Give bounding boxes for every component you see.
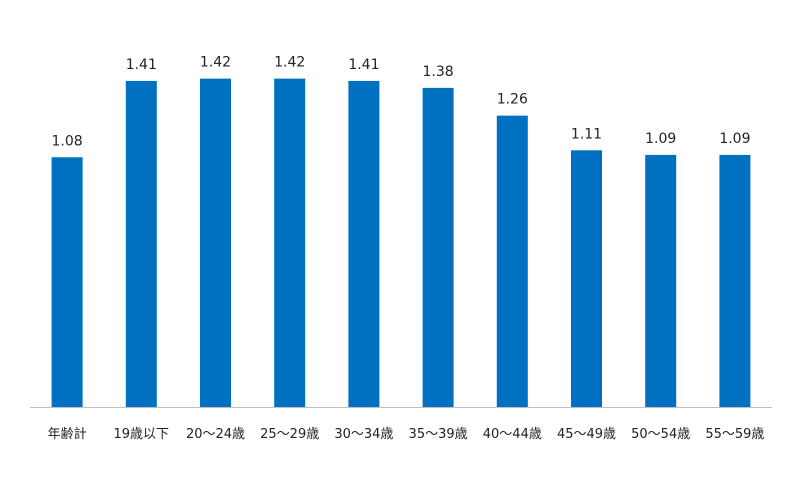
bar-4	[348, 80, 380, 407]
bar-6	[496, 115, 528, 407]
x-tick-label-4: 30～34歳	[334, 427, 393, 442]
x-tick-label-9: 55～59歳	[705, 427, 764, 442]
bar-3	[274, 78, 306, 407]
bar-7	[571, 150, 602, 407]
bars-group	[51, 78, 751, 407]
value-label-7: 1.11	[571, 126, 602, 142]
x-tick-label-2: 20～24歳	[186, 427, 245, 442]
value-label-9: 1.09	[719, 131, 750, 147]
x-tick-labels-group: 年齢計 19歳以下 20～24歳 25～29歳 30～34歳 35～39歳 40～44歳 45…	[48, 426, 765, 442]
x-tick-label-7: 45～49歳	[557, 427, 616, 442]
value-label-5: 1.38	[423, 64, 454, 80]
x-tick-label-1: 19歳以下	[114, 427, 170, 442]
value-label-8: 1.09	[645, 131, 676, 147]
value-labels-group: 1.08 1.41 1.42 1.42 1.41 1.38 1.26 1.11 1.09 1.09	[52, 55, 751, 150]
bar-8	[645, 154, 677, 407]
value-label-2: 1.42	[200, 55, 231, 71]
value-label-4: 1.41	[348, 57, 379, 73]
bar-9	[719, 154, 751, 407]
bar-0	[51, 157, 83, 407]
value-label-6: 1.26	[497, 92, 528, 108]
value-label-0: 1.08	[52, 133, 83, 149]
x-tick-label-0: 年齢計	[48, 426, 87, 442]
x-tick-label-5: 35～39歳	[409, 427, 468, 442]
value-label-3: 1.42	[274, 55, 305, 71]
bar-2	[200, 78, 231, 407]
bar-1	[125, 80, 157, 407]
x-tick-label-6: 40～44歳	[483, 427, 542, 442]
bar-5	[422, 87, 454, 407]
x-tick-label-3: 25～29歳	[260, 427, 319, 442]
x-tick-label-8: 50～54歳	[631, 427, 690, 442]
value-label-1: 1.41	[126, 57, 157, 73]
